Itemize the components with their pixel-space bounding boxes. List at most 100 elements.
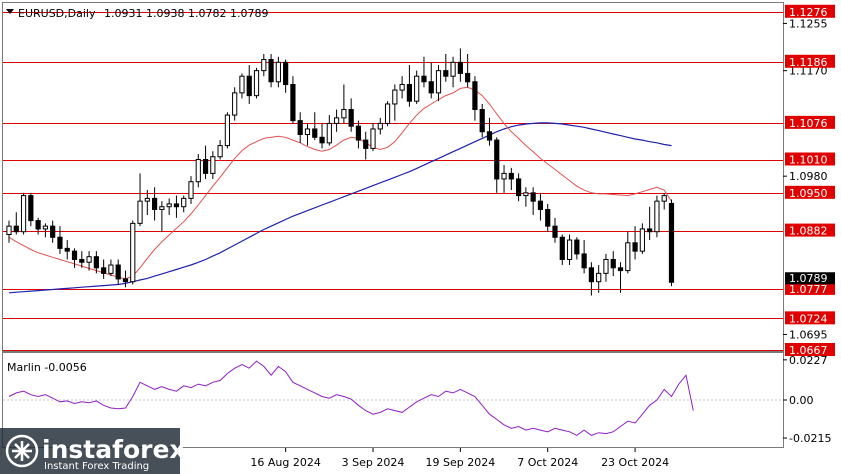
candle-89 <box>654 195 660 238</box>
candle-51 <box>377 117 383 135</box>
candle-19 <box>144 190 150 216</box>
candle-71 <box>523 187 529 207</box>
candle-52 <box>384 101 391 127</box>
candle-72 <box>530 187 536 216</box>
candle-39 <box>290 76 296 124</box>
level-label-text: 1.1186 <box>789 56 828 69</box>
main-chart-panel[interactable] <box>2 2 784 352</box>
candle-7 <box>57 226 63 254</box>
level-label-bg <box>785 152 835 166</box>
dropdown-triangle-icon[interactable] <box>6 9 14 14</box>
time-tick-label: 16 Aug 2024 <box>250 456 320 469</box>
candle-73 <box>537 192 544 221</box>
candle-body <box>86 256 92 263</box>
candle-body <box>552 225 558 238</box>
level-label-text: 1.1010 <box>789 154 828 167</box>
level-label-8: 1.0667 <box>785 343 835 357</box>
candle-32 <box>239 73 245 99</box>
time-axis: 16 Aug 2024 3 Sep 2024 19 Sep 2024 7 Oct 20… <box>250 448 669 469</box>
level-label-text: 1.0724 <box>789 312 828 325</box>
level-label-3: 1.1010 <box>785 152 835 167</box>
level-label-7: 1.0724 <box>785 311 835 325</box>
candle-36 <box>268 53 274 88</box>
candle-body <box>435 70 442 94</box>
candle-body <box>537 200 544 210</box>
candle-body <box>501 172 507 180</box>
price-tick-label: 1.1255 <box>789 17 828 30</box>
candle-body <box>406 84 412 102</box>
candle-body <box>268 59 274 83</box>
candle-body <box>42 225 48 230</box>
candle-23 <box>173 195 180 218</box>
candle-41 <box>304 123 311 146</box>
candle-body <box>574 239 580 255</box>
instaforex-watermark: instaforex Instant Forex Trading <box>0 428 186 474</box>
candle-body <box>559 236 565 260</box>
candle-66 <box>486 117 493 146</box>
candle-body <box>625 242 631 272</box>
candle-63 <box>465 53 471 88</box>
candle-body <box>428 81 434 94</box>
candle-68 <box>501 165 507 193</box>
candle-90 <box>661 192 667 210</box>
candle-17 <box>130 220 136 285</box>
candle-53 <box>392 84 398 121</box>
candle-45 <box>334 109 340 132</box>
candle-62 <box>457 48 463 82</box>
candle-body <box>326 122 332 144</box>
candle-87 <box>639 223 645 254</box>
candle-28 <box>210 151 216 179</box>
ohlc-open: 1.0931 <box>104 7 143 20</box>
candle-81 <box>596 265 602 293</box>
candle-76 <box>559 234 565 266</box>
level-label-5: 1.0882 <box>785 223 835 238</box>
candle-body <box>122 278 129 283</box>
candle-84 <box>617 262 624 293</box>
candle-64 <box>472 76 478 121</box>
candle-54 <box>399 76 405 99</box>
candle-body <box>239 75 245 94</box>
candle-body <box>50 225 56 238</box>
support-resistance-levels <box>3 12 783 351</box>
candle-38 <box>283 59 289 93</box>
osc-tick-label: 0.0227 <box>789 354 828 367</box>
level-label-6: 1.0777 <box>785 281 835 296</box>
level-label-0: 1.1276 <box>785 4 835 19</box>
candle-33 <box>246 65 252 104</box>
candle-60 <box>443 53 449 82</box>
candle-body <box>202 159 209 174</box>
candle-24 <box>181 195 187 213</box>
candlestick-series <box>6 48 675 296</box>
candle-8 <box>64 240 70 260</box>
candle-body <box>275 61 281 83</box>
ohlc-high: 1.0938 <box>146 7 185 20</box>
level-label-4: 1.0950 <box>785 185 835 200</box>
candle-27 <box>202 145 209 179</box>
candle-15 <box>115 259 121 285</box>
candle-80 <box>588 262 594 296</box>
candle-body <box>253 70 260 97</box>
candle-body <box>334 117 340 124</box>
candle-body <box>93 256 99 269</box>
candle-body <box>530 192 536 202</box>
candle-body <box>57 236 63 249</box>
candle-body <box>639 228 645 252</box>
candle-body <box>173 203 180 208</box>
current-price-bg <box>785 272 835 285</box>
candle-body <box>210 156 216 174</box>
instaforex-logo-icon <box>5 434 39 468</box>
candle-82 <box>603 253 609 282</box>
candle-55 <box>406 65 412 107</box>
candle-30 <box>224 112 231 149</box>
current-price-text: 1.0789 <box>789 272 828 285</box>
candle-body <box>224 114 231 147</box>
level-label-text: 1.1276 <box>789 6 828 19</box>
candle-88 <box>647 206 653 241</box>
candle-body <box>115 264 121 280</box>
candle-34 <box>253 67 260 99</box>
candle-body <box>486 131 493 141</box>
level-label-text: 1.0950 <box>789 187 828 200</box>
candle-body <box>20 195 27 233</box>
candle-42 <box>312 112 318 141</box>
